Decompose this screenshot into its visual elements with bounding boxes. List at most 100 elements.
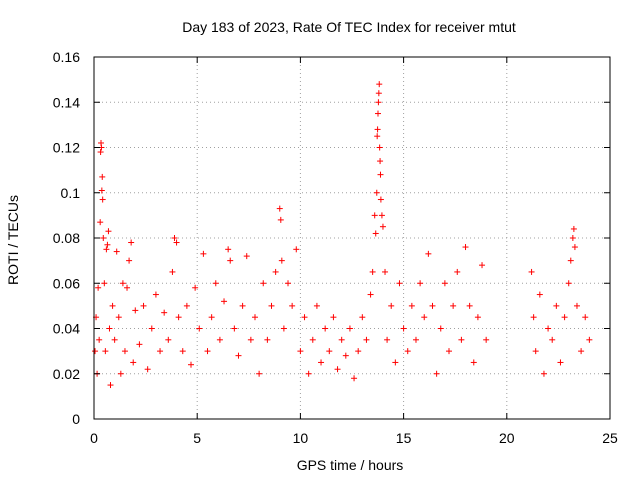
data-point [429, 302, 436, 309]
data-point [204, 348, 211, 355]
data-point [165, 336, 172, 343]
data-point [376, 144, 383, 151]
data-point [326, 348, 333, 355]
data-point [470, 359, 477, 366]
y-tick-label: 0.08 [53, 230, 80, 246]
data-point [188, 361, 195, 368]
data-point [297, 348, 304, 355]
data-point [126, 257, 133, 264]
data-point [561, 314, 568, 321]
data-point [392, 359, 399, 366]
y-tick-label: 0.16 [53, 49, 80, 65]
data-point [140, 302, 147, 309]
data-point [103, 246, 110, 253]
data-point [192, 284, 199, 291]
data-point [437, 325, 444, 332]
data-point [157, 348, 164, 355]
x-tick-label: 20 [499, 430, 515, 446]
x-axis-label: GPS time / hours [297, 457, 404, 473]
data-point [130, 359, 137, 366]
data-point [152, 291, 159, 298]
data-point [231, 325, 238, 332]
y-tick-label: 0.1 [61, 185, 81, 201]
data-point [359, 314, 366, 321]
data-point [375, 90, 382, 97]
data-point [425, 250, 432, 257]
data-point [532, 348, 539, 355]
data-point [104, 241, 111, 248]
data-point [107, 382, 114, 389]
data-point [545, 325, 552, 332]
data-point [330, 314, 337, 321]
data-point [313, 302, 320, 309]
data-point [369, 268, 376, 275]
data-point [450, 302, 457, 309]
data-point [96, 336, 103, 343]
plot-frame [93, 56, 611, 420]
data-point [124, 284, 131, 291]
data-point [128, 239, 135, 246]
data-point [98, 187, 105, 194]
data-point [378, 212, 385, 219]
data-point [582, 314, 589, 321]
data-point [216, 336, 223, 343]
data-point [346, 325, 353, 332]
data-point [276, 205, 283, 212]
x-ticks: 0 5 10 15 20 25 [90, 57, 618, 446]
data-point [371, 212, 378, 219]
data-point [372, 230, 379, 237]
data-point [375, 99, 382, 106]
data-point [111, 336, 118, 343]
data-point [565, 280, 572, 287]
data-point [441, 280, 448, 287]
data-point [227, 257, 234, 264]
y-axis-label: ROTI / TECUs [5, 195, 21, 285]
data-point [117, 370, 124, 377]
data-point [293, 246, 300, 253]
data-points [92, 81, 593, 389]
y-tick-label: 0.14 [53, 94, 80, 110]
data-point [115, 314, 122, 321]
data-point [569, 235, 576, 241]
data-point [549, 336, 556, 343]
data-point [379, 223, 386, 230]
data-point [578, 348, 585, 355]
data-point [212, 280, 219, 287]
grid [94, 57, 610, 419]
data-point [113, 248, 120, 255]
data-point [305, 370, 312, 377]
y-ticks: 0 0.02 0.04 0.06 0.08 0.1 0.12 0.14 0.16 [53, 49, 610, 427]
data-point [95, 284, 102, 291]
data-point [338, 336, 345, 343]
data-point [567, 257, 574, 264]
data-point [433, 370, 440, 377]
data-point [446, 348, 453, 355]
data-point [374, 133, 381, 140]
data-point [256, 370, 263, 377]
data-point [374, 126, 381, 133]
data-point [272, 268, 279, 275]
data-point [99, 196, 106, 203]
data-point [408, 302, 415, 309]
data-point [105, 228, 112, 235]
x-tick-label: 0 [90, 430, 98, 446]
data-point [101, 280, 108, 287]
data-point [102, 348, 109, 355]
data-point [334, 366, 341, 373]
data-point [99, 173, 106, 180]
data-point [454, 268, 461, 275]
data-point [417, 280, 424, 287]
data-point [301, 314, 308, 321]
data-point [268, 302, 275, 309]
data-point [121, 348, 128, 355]
data-point [421, 314, 428, 321]
data-point [396, 280, 403, 287]
data-point [458, 336, 465, 343]
data-point [570, 225, 577, 232]
data-point [384, 336, 391, 343]
data-point [235, 352, 242, 359]
data-point [466, 302, 473, 309]
x-tick-label: 25 [602, 430, 618, 446]
data-point [136, 341, 143, 348]
data-point [474, 314, 481, 321]
